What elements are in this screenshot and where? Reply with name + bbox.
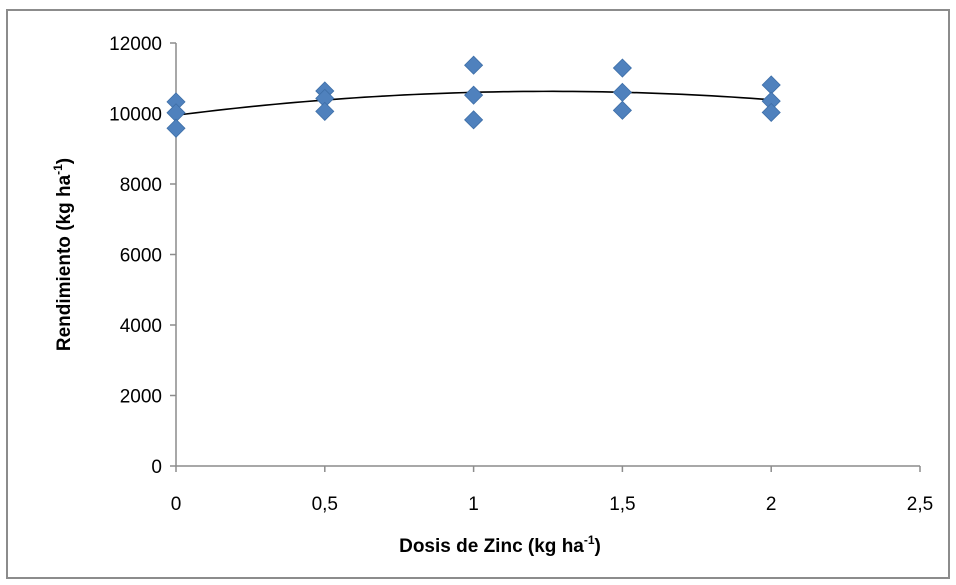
x-tick-label: 2 (766, 494, 777, 515)
x-tick-label: 0 (171, 494, 182, 515)
y-tick-label: 12000 (109, 34, 162, 55)
y-axis-title-end: ) (54, 158, 75, 164)
data-point (464, 110, 484, 130)
x-tick-label: 2,5 (907, 494, 933, 515)
axes (175, 43, 920, 467)
y-axis-title-sup: -1 (51, 164, 65, 175)
data-point (612, 58, 632, 78)
y-tick-label: 6000 (120, 246, 162, 267)
data-point (166, 118, 186, 138)
data-point (464, 85, 484, 105)
y-tick-label: 10000 (109, 105, 162, 126)
data-point (761, 102, 781, 123)
data-point (612, 100, 632, 120)
y-axis-title-main: Rendimiento (kg ha (54, 174, 75, 351)
x-tick-label: 1,5 (609, 494, 635, 515)
x-axis-title-main: Dosis de Zinc (kg ha (399, 536, 584, 557)
x-axis-title-sup: -1 (584, 533, 595, 547)
x-tick-label: 0,5 (312, 494, 338, 515)
data-points (166, 55, 781, 138)
data-point (315, 101, 335, 121)
y-tick-label: 8000 (120, 175, 162, 196)
x-axis-title-end: ) (595, 536, 601, 557)
chart-frame (6, 9, 950, 579)
data-point (612, 82, 632, 102)
data-point (761, 75, 781, 95)
y-tick-label: 2000 (120, 387, 162, 408)
x-tick-label: 1 (468, 494, 479, 515)
axis-ticks: 0 2000 4000 6000 8000 10000 12000 0 0,5 1 1,5 2 2,5 (109, 34, 933, 515)
y-axis-title: Rendimiento (kg ha-1) (51, 158, 75, 351)
y-tick-label: 0 (151, 457, 162, 478)
x-axis-title: Dosis de Zinc (kg ha-1) (399, 533, 601, 557)
y-tick-label: 4000 (120, 316, 162, 337)
data-point (464, 55, 484, 75)
